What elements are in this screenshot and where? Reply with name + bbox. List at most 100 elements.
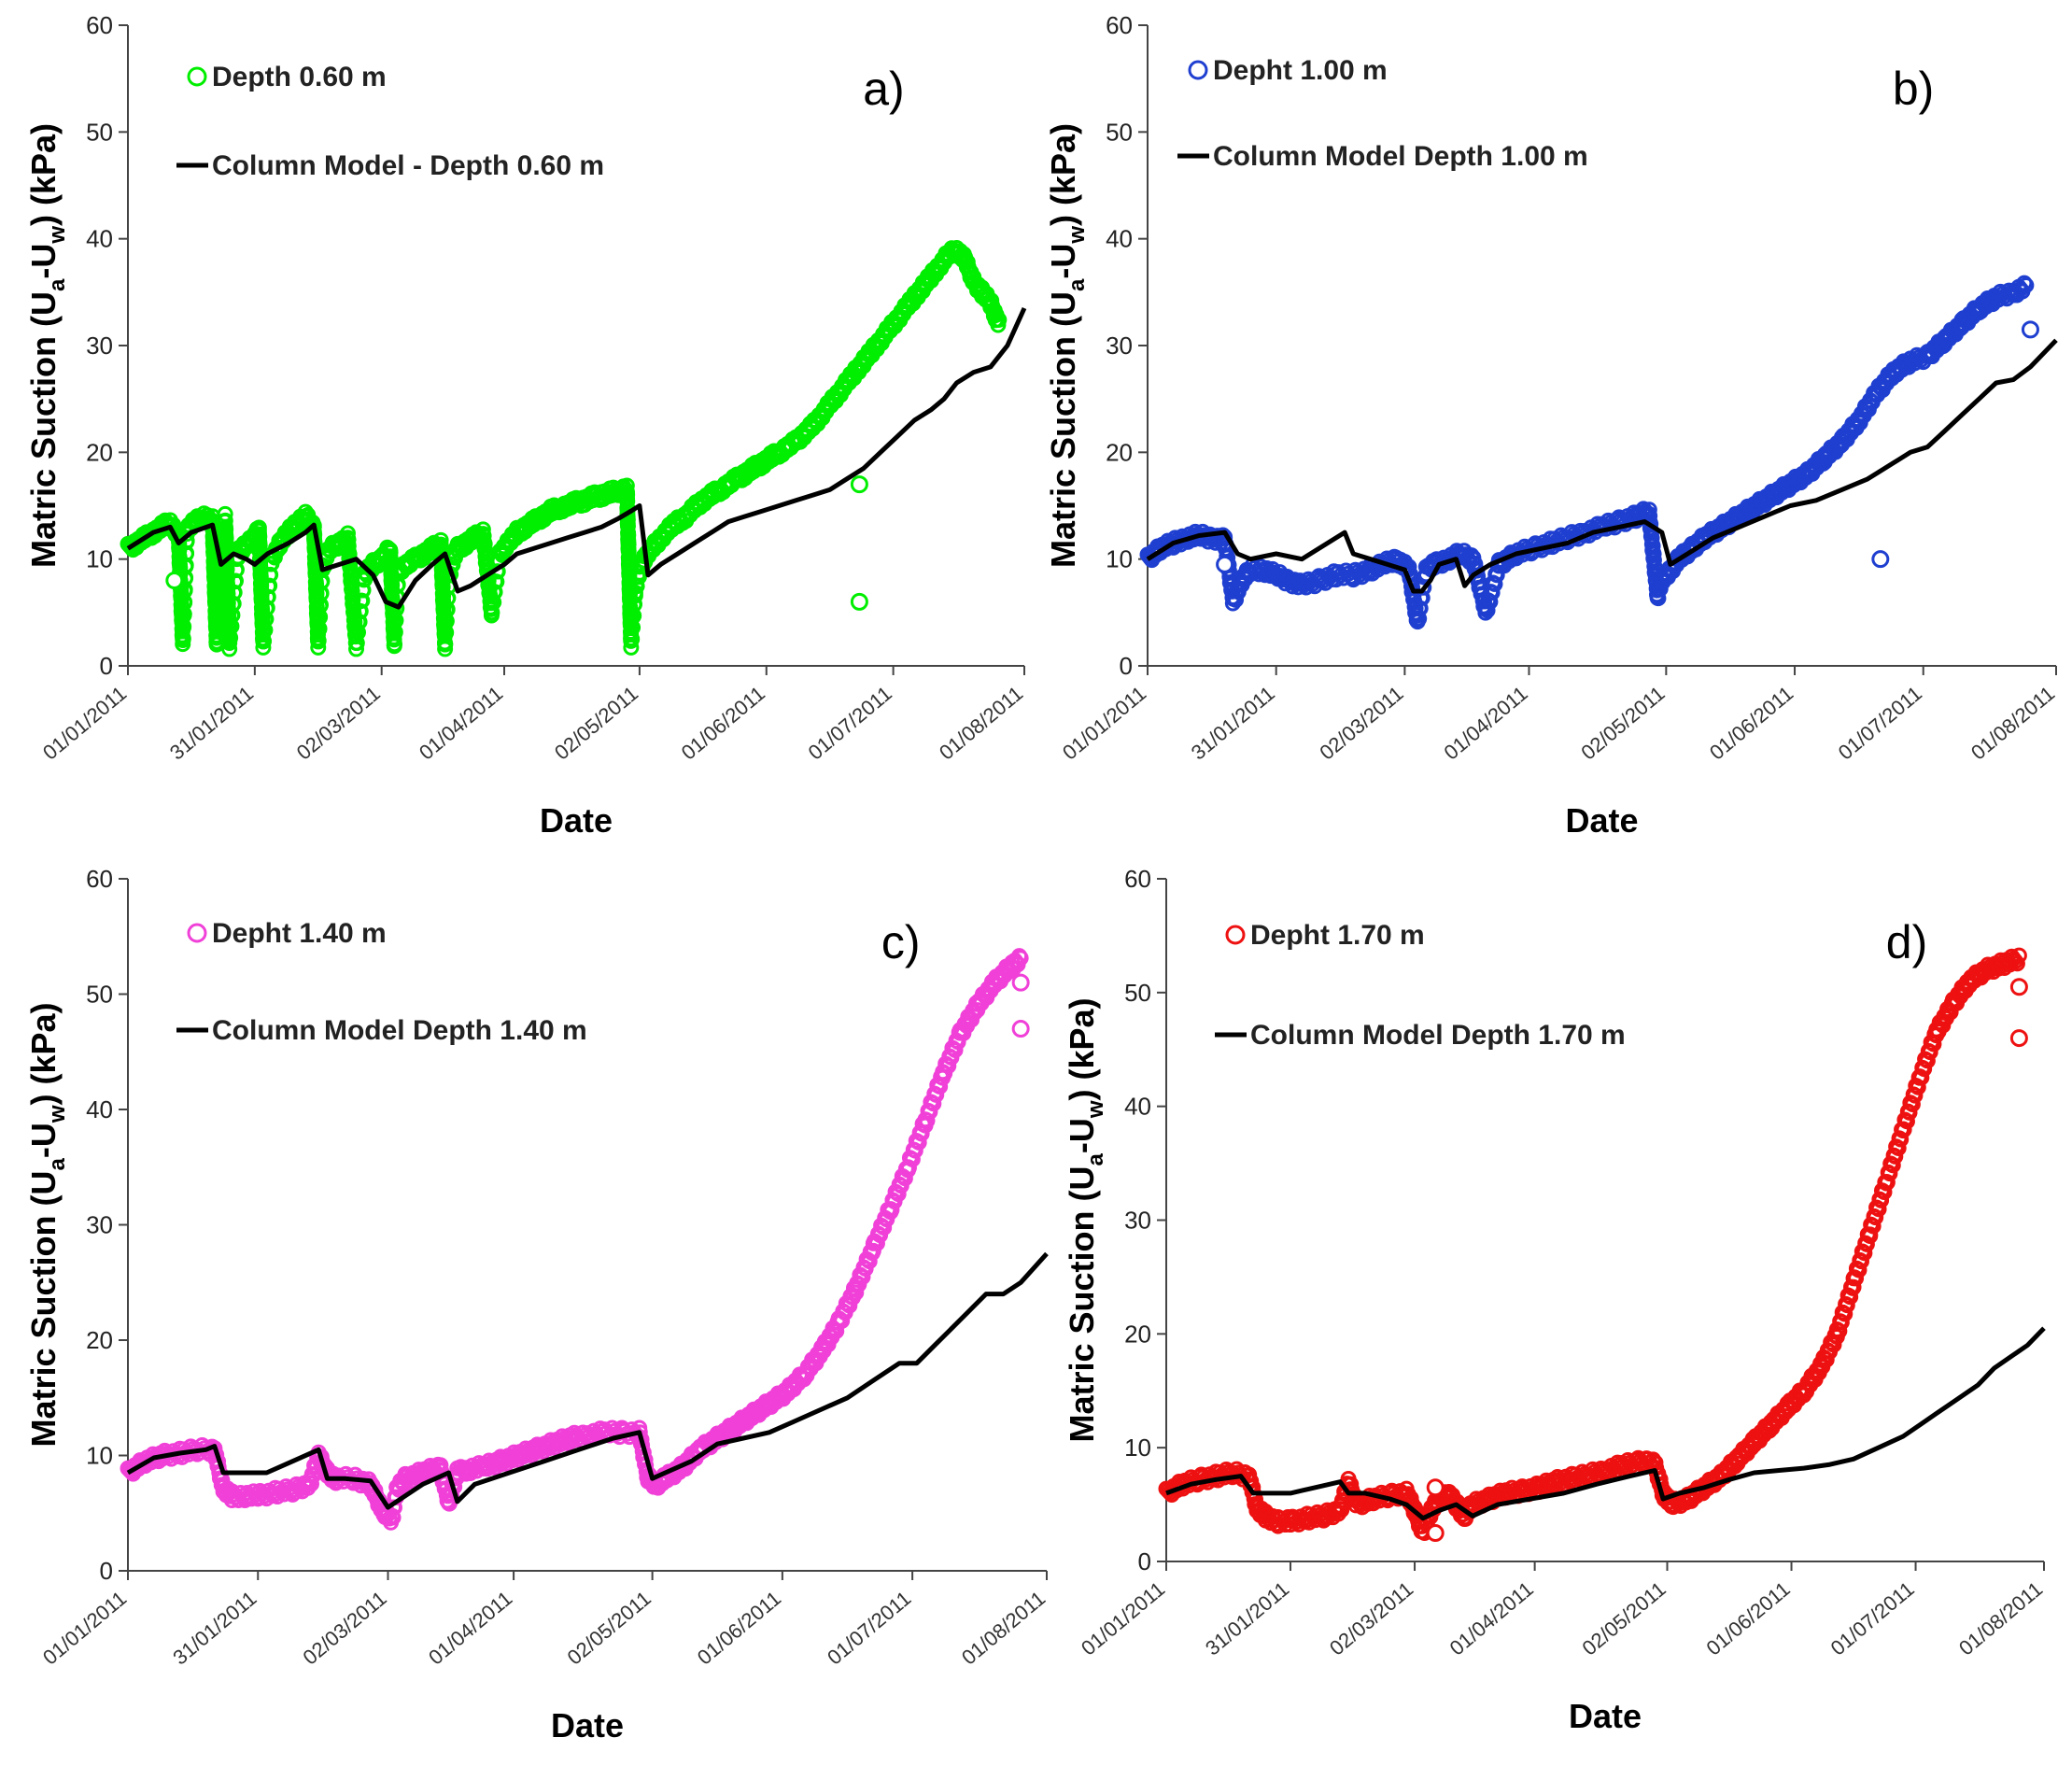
- measured-point: [262, 566, 279, 583]
- measured-point: [349, 624, 366, 641]
- measured-point: [256, 633, 273, 650]
- measured-point: [1837, 1306, 1854, 1322]
- y-axis-label-part: ) (kPa): [1063, 997, 1101, 1100]
- measured-point: [1411, 611, 1428, 628]
- measured-point: [1898, 1113, 1915, 1130]
- measured-outlier: [1426, 1524, 1445, 1543]
- measured-point: [257, 622, 274, 639]
- y-tick-label: 60: [1124, 865, 1151, 893]
- measured-point: [1845, 1278, 1862, 1295]
- measured-point: [1882, 1165, 1898, 1182]
- legend-marker-measured: [187, 66, 207, 87]
- model-line: [1146, 338, 2058, 594]
- legend-label-measured: Depth 0.60 m: [212, 62, 387, 92]
- measured-point: [1904, 1096, 1921, 1113]
- measured-point: [913, 1125, 930, 1142]
- y-tick-label: 50: [86, 118, 113, 146]
- measured-point: [1919, 1052, 1936, 1069]
- y-axis-label-part: ) (kPa): [1044, 123, 1082, 226]
- y-axis-label-part: Matric Suction (U: [1044, 291, 1082, 568]
- y-axis-label-part: a: [1083, 1153, 1108, 1166]
- y-tick-label: 40: [86, 225, 113, 253]
- y-axis-label-part: ) (kPa): [24, 1002, 63, 1105]
- measured-outlier: [2009, 978, 2028, 996]
- measured-point: [1901, 1104, 1918, 1121]
- measured-point: [922, 1104, 938, 1121]
- measured-point: [1825, 1336, 1842, 1353]
- measured-point: [1482, 593, 1499, 610]
- measured-point: [224, 607, 241, 624]
- measured-point: [1868, 1209, 1884, 1226]
- measured-point: [255, 639, 272, 656]
- measured-point: [841, 1297, 858, 1314]
- measured-point: [351, 614, 368, 630]
- legend: Depht 1.00 m Column Model Depth 1.00 m: [1177, 55, 1588, 172]
- measured-point: [1839, 1297, 1855, 1314]
- y-tick-label: 60: [1106, 11, 1133, 39]
- y-axis-label-part: -U: [1063, 1118, 1101, 1153]
- x-axis-label: Date: [1569, 1697, 1642, 1735]
- measured-point: [1913, 1069, 1930, 1086]
- measured-point: [904, 1151, 921, 1168]
- measured-point: [1922, 1044, 1938, 1061]
- measured-point: [348, 634, 365, 651]
- measured-point: [1479, 602, 1496, 619]
- measured-point: [259, 600, 275, 616]
- measured-point: [940, 1057, 957, 1074]
- y-axis-label-part: w: [45, 1105, 70, 1123]
- y-axis-label-part: -U: [24, 1123, 63, 1158]
- measured-point: [484, 604, 500, 621]
- measured-point: [1842, 1289, 1859, 1306]
- legend: Depth 0.60 m Column Model - Depth 0.60 m: [176, 62, 604, 181]
- measured-point: [226, 584, 243, 600]
- measured-point: [261, 577, 278, 594]
- measured-point: [222, 629, 239, 646]
- measured-point: [857, 1261, 874, 1278]
- measured-point: [225, 595, 242, 612]
- y-tick-label: 60: [86, 11, 113, 39]
- measured-point: [947, 1042, 964, 1059]
- y-tick-label: 0: [100, 652, 113, 680]
- measured-outlier: [1011, 973, 1030, 992]
- measured-point: [488, 573, 505, 590]
- measured-point: [627, 587, 643, 604]
- measured-outlier: [2009, 1029, 2028, 1048]
- legend-label-model: Column Model Depth 1.00 m: [1213, 141, 1588, 172]
- measured-point: [907, 1142, 923, 1159]
- y-tick-label: 10: [86, 545, 113, 573]
- measured-series: [1139, 275, 2039, 630]
- measured-point: [1887, 1148, 1904, 1165]
- measured-point: [626, 607, 642, 624]
- measured-point: [1484, 585, 1501, 601]
- measured-point: [928, 1086, 945, 1103]
- measured-point: [991, 311, 1008, 328]
- measured-point: [1333, 1502, 1350, 1519]
- y-tick-label: 10: [1106, 545, 1133, 573]
- measured-point: [227, 572, 244, 589]
- x-axis-label: Date: [540, 801, 613, 840]
- y-axis-label-part: a: [45, 278, 70, 291]
- legend-label-measured: Depht 1.40 m: [212, 918, 387, 949]
- y-tick-label: 20: [1106, 438, 1133, 466]
- measured-point: [937, 1065, 953, 1081]
- measured-point: [355, 582, 372, 599]
- y-axis-label: Matric Suction (Ua-Uw) (kPa): [1063, 997, 1108, 1442]
- measured-point: [925, 1095, 942, 1112]
- panel-label: c): [881, 916, 921, 968]
- y-tick-label: 30: [86, 332, 113, 360]
- measured-point: [438, 624, 455, 641]
- measured-point: [1865, 1218, 1882, 1235]
- measured-point: [1487, 575, 1503, 592]
- measured-point: [883, 1201, 900, 1218]
- y-tick-label: 50: [1124, 979, 1151, 1007]
- y-tick-label: 30: [1124, 1207, 1151, 1235]
- y-axis-label: Matric Suction (Ua-Uw) (kPa): [24, 1002, 70, 1447]
- measured-point: [865, 1242, 881, 1259]
- measured-point: [890, 1186, 907, 1203]
- measured-outlier: [1871, 550, 1890, 569]
- model-line: [126, 1251, 1049, 1510]
- measured-point: [1896, 1122, 1912, 1138]
- measured-outlier: [850, 475, 868, 494]
- y-tick-label: 20: [86, 438, 113, 466]
